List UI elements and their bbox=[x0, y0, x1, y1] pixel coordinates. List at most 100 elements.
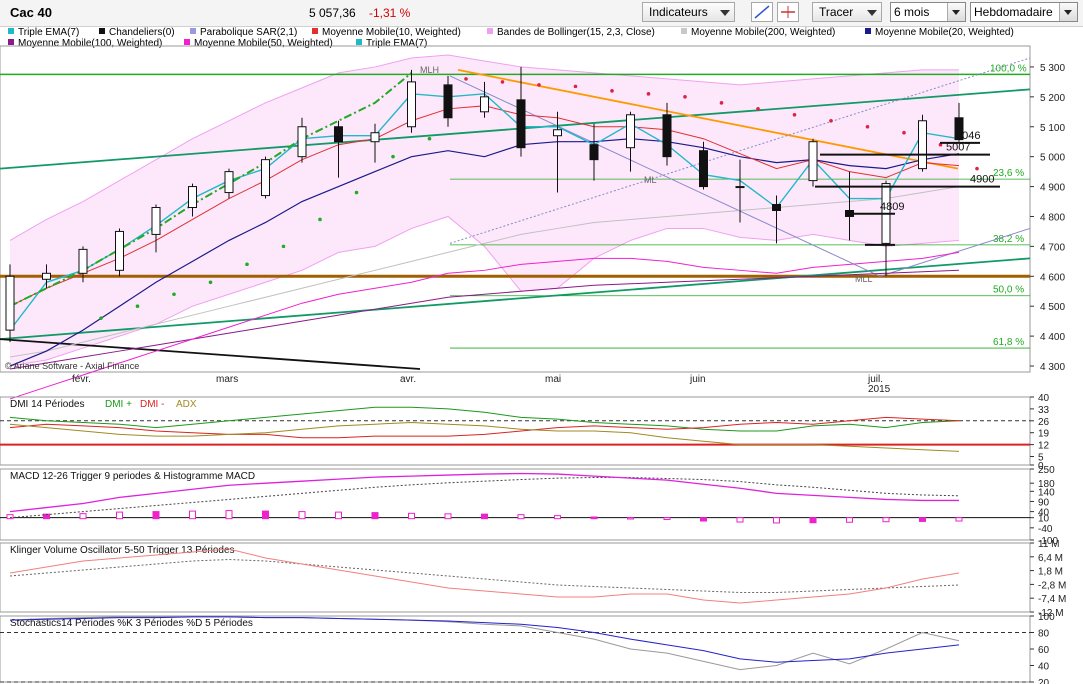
fib-label: 23,6 % bbox=[993, 168, 1024, 179]
macd-trigger-line bbox=[9, 477, 960, 519]
y-tick-label: -12 M bbox=[1038, 608, 1064, 619]
dmi-legend-label: DMI + bbox=[105, 399, 132, 410]
candle-body bbox=[626, 114, 635, 149]
chevron-down-icon bbox=[1064, 10, 1072, 15]
candle-body bbox=[443, 84, 453, 119]
macd-histogram-bar bbox=[919, 517, 926, 522]
y-tick-label: 4 900 bbox=[1040, 183, 1065, 194]
macd-histogram-bar bbox=[955, 517, 963, 522]
interval-select-button[interactable] bbox=[1059, 3, 1077, 21]
y-tick-label: 1,8 M bbox=[1038, 567, 1063, 578]
trend-channel-lower bbox=[0, 257, 1031, 340]
candle-body bbox=[480, 96, 489, 113]
sar-dot bbox=[792, 112, 797, 117]
legend-swatch bbox=[190, 28, 196, 34]
candle-body bbox=[115, 230, 124, 271]
indicators-label: Indicateurs bbox=[649, 5, 708, 19]
y-tick-label: 40 bbox=[1038, 662, 1050, 673]
macd-line bbox=[9, 472, 959, 513]
y-tick-label: -7,4 M bbox=[1038, 594, 1066, 605]
ma50-line bbox=[9, 251, 960, 400]
macd-histogram-bar bbox=[43, 513, 50, 520]
andrews-fork-line bbox=[449, 57, 1031, 244]
y-tick-label: 5 200 bbox=[1040, 93, 1065, 104]
y-tick-label: 5 100 bbox=[1040, 123, 1065, 134]
main-panel-frame bbox=[0, 45, 1031, 373]
candle-body bbox=[735, 186, 745, 189]
legend-label: Moyenne Mobile(200, Weighted) bbox=[691, 27, 836, 38]
candle-body bbox=[918, 120, 927, 170]
y-tick-label: 40 bbox=[1038, 393, 1050, 404]
legend-swatch bbox=[865, 28, 871, 34]
y-tick-label: 0 bbox=[1038, 461, 1044, 472]
macd-histogram-bar bbox=[517, 514, 525, 520]
ma100-line bbox=[9, 269, 960, 370]
legend-swatch bbox=[487, 28, 493, 34]
macd-histogram-bar bbox=[590, 516, 598, 520]
y-tick-label: 90 bbox=[1038, 497, 1050, 508]
candle-body bbox=[772, 204, 781, 211]
candle-body bbox=[224, 171, 234, 194]
macd-histogram-bar bbox=[846, 517, 853, 523]
chevron-down-icon bbox=[867, 10, 877, 16]
y-tick-label: 6,4 M bbox=[1038, 553, 1063, 564]
period-select[interactable]: 6 mois bbox=[890, 2, 966, 22]
trendline-tool-icon[interactable] bbox=[751, 2, 773, 22]
fork-label: ML bbox=[644, 175, 657, 185]
y-tick-label: 33 bbox=[1038, 405, 1050, 416]
macd-histogram-bar bbox=[152, 511, 160, 520]
interval-value: Hebdomadaire bbox=[974, 5, 1053, 19]
candle-body bbox=[699, 150, 708, 188]
legend-label: Triple EMA(7) bbox=[18, 27, 80, 38]
legend-item: Triple EMA(7) bbox=[8, 27, 79, 38]
period-select-button[interactable] bbox=[947, 3, 965, 21]
sar-dot bbox=[865, 124, 870, 129]
candle-body bbox=[5, 275, 15, 331]
macd-histogram-bar bbox=[554, 515, 561, 520]
interval-select[interactable]: Hebdomadaire bbox=[970, 2, 1078, 22]
candle-body bbox=[589, 144, 599, 161]
horizontal-line-tool-icon[interactable] bbox=[777, 2, 799, 22]
y-tick-label: 40 bbox=[1038, 508, 1050, 519]
y-tick-label: 5 bbox=[1038, 453, 1044, 464]
legend-swatch bbox=[8, 39, 14, 45]
y-tick-label: 5 000 bbox=[1040, 153, 1065, 164]
dmi-legend-label: DMI - bbox=[140, 399, 164, 410]
sar-dot bbox=[172, 292, 176, 297]
y-tick-label: 12 bbox=[1038, 441, 1050, 452]
stoch-k-line bbox=[9, 615, 960, 671]
dmi_plus-line bbox=[9, 406, 960, 432]
price-level-label: 4809 bbox=[880, 201, 904, 213]
indicators-dropdown[interactable]: Indicateurs bbox=[642, 2, 735, 22]
price-change: -1,31 % bbox=[369, 6, 411, 20]
sar-dot bbox=[281, 244, 286, 249]
y-tick-label: 4 800 bbox=[1040, 212, 1065, 223]
macd-histogram-bar bbox=[882, 517, 890, 523]
sar-dot bbox=[500, 80, 505, 84]
legend-label: Moyenne Mobile(20, Weighted) bbox=[875, 27, 1014, 38]
sar-dot bbox=[245, 262, 249, 267]
candle-body bbox=[808, 141, 818, 182]
y-tick-label: 180 bbox=[1038, 479, 1055, 490]
fib-label: 100,0 % bbox=[990, 63, 1027, 74]
sar-dot bbox=[756, 107, 760, 111]
legend-swatch bbox=[356, 39, 362, 45]
fib-label: 38,2 % bbox=[993, 234, 1024, 245]
candle-body bbox=[516, 99, 526, 149]
legend-label: Triple EMA(7) bbox=[366, 38, 428, 49]
sar-dot bbox=[573, 84, 578, 89]
sar-dot bbox=[646, 92, 651, 96]
klinger-line bbox=[9, 548, 960, 604]
indicator-title: MACD 12-26 Trigger 9 periodes & Histogra… bbox=[10, 471, 255, 482]
x-tick-label: avr. bbox=[400, 374, 416, 385]
indicator-panel-frame bbox=[0, 468, 1031, 541]
sar-dot bbox=[975, 166, 979, 171]
ma20-line bbox=[9, 138, 960, 367]
y-tick-label: 140 bbox=[1038, 487, 1055, 498]
copyright-text: © Ariane Software - Axial Finance bbox=[5, 361, 139, 371]
sar-dot bbox=[464, 77, 468, 81]
legend-item: Moyenne Mobile(50, Weighted) bbox=[184, 38, 333, 49]
indicator-title: Klinger Volume Oscillator 5-50 Trigger 1… bbox=[10, 545, 235, 556]
draw-dropdown[interactable]: Tracer bbox=[812, 2, 882, 22]
